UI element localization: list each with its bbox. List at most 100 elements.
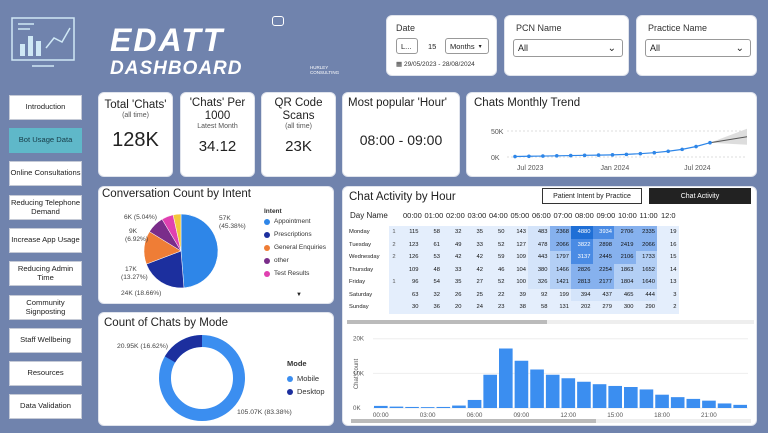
tab-chat-activity[interactable]: Chat Activity xyxy=(649,188,751,204)
nav-button-staff-wellbeing[interactable]: Staff Wellbeing xyxy=(9,328,82,353)
kpi-title: Total 'Chats' xyxy=(104,99,167,111)
heat-cell: 437 xyxy=(592,288,614,301)
bar[interactable] xyxy=(374,405,388,408)
pcn-filter: PCN Name All ⌄ xyxy=(504,15,629,76)
heat-cell: 15 xyxy=(657,251,679,264)
practice-filter-label: Practice Name xyxy=(648,23,708,33)
nav-button-increase-app-usage[interactable]: Increase App Usage xyxy=(9,228,82,253)
practice-select[interactable]: All ⌄ xyxy=(645,39,751,57)
heat-cell: 33 xyxy=(463,238,485,251)
bar[interactable] xyxy=(514,360,529,408)
pcn-select[interactable]: All ⌄ xyxy=(513,39,623,57)
kpi-total-chats: Total 'Chats' (all time) 128K xyxy=(98,92,173,177)
heatmap-scrollbar[interactable] xyxy=(347,320,754,324)
legend-item[interactable]: Test Results xyxy=(264,270,309,277)
data-point[interactable] xyxy=(666,149,671,154)
date-number-input[interactable]: 15 xyxy=(424,38,442,54)
bar[interactable] xyxy=(499,348,513,409)
data-point[interactable] xyxy=(582,153,587,158)
data-point[interactable] xyxy=(513,154,517,159)
data-point[interactable] xyxy=(554,154,559,158)
date-unit-select[interactable]: Months ▾ xyxy=(445,38,489,54)
pie-slice[interactable] xyxy=(146,250,185,289)
bar[interactable] xyxy=(717,403,732,408)
legend-item[interactable]: General Enquiries xyxy=(264,244,326,251)
bar[interactable] xyxy=(733,404,747,408)
legend-item[interactable]: Mobile xyxy=(287,374,319,383)
heat-cell: 2 xyxy=(389,238,399,251)
bar[interactable] xyxy=(702,400,716,408)
bar[interactable] xyxy=(452,405,466,408)
x-tick-label: 06:00 xyxy=(467,412,483,419)
bar[interactable] xyxy=(389,406,404,408)
bar[interactable] xyxy=(670,397,685,408)
bar[interactable] xyxy=(577,381,591,408)
nav-button-reducing-admin-time[interactable]: Reducing Admin Time xyxy=(9,261,82,286)
date-mode-select[interactable]: L... xyxy=(396,38,418,54)
bar[interactable] xyxy=(608,385,622,408)
bar[interactable] xyxy=(483,374,497,408)
nav-button-resources[interactable]: Resources xyxy=(9,361,82,386)
bar[interactable] xyxy=(561,378,576,408)
data-point[interactable] xyxy=(610,153,615,157)
bar[interactable] xyxy=(436,406,451,408)
nav-button-introduction[interactable]: Introduction xyxy=(9,95,82,120)
legend-item[interactable]: Appointment xyxy=(264,218,311,225)
bar-scrollbar[interactable] xyxy=(351,419,751,423)
heat-cell: 3 xyxy=(657,288,679,301)
tab-patient-intent[interactable]: Patient Intent by Practice xyxy=(542,188,642,204)
heat-cell: 46 xyxy=(485,263,507,276)
data-point[interactable] xyxy=(624,152,629,157)
legend-label: Desktop xyxy=(297,387,325,396)
bar[interactable] xyxy=(420,407,435,408)
nav-button-bot-usage-data[interactable]: Bot Usage Data xyxy=(9,128,82,153)
heat-cell: 1733 xyxy=(635,251,657,264)
bar[interactable] xyxy=(405,406,419,408)
x-tick-label: 09:00 xyxy=(514,412,530,419)
heat-cell: 478 xyxy=(528,238,550,251)
hour-column-header: 11:00 xyxy=(639,211,658,220)
legend-item[interactable]: other xyxy=(264,257,289,264)
heat-cell: 123 xyxy=(399,238,421,251)
nav-button-online-consultations[interactable]: Online Consultations xyxy=(9,161,82,186)
nav-button-community-signposting[interactable]: Community Signposting xyxy=(9,295,82,320)
heat-cell: 20 xyxy=(442,301,464,314)
data-point[interactable] xyxy=(596,153,601,157)
data-point[interactable] xyxy=(527,154,531,159)
donut-slice-desktop[interactable] xyxy=(164,335,203,363)
day-cell: Friday xyxy=(347,276,389,289)
heat-cell: 1 xyxy=(389,226,399,239)
legend-item[interactable]: Prescriptions xyxy=(264,231,312,238)
nav-button-reducing-telephone-demand[interactable]: Reducing Telephone Demand xyxy=(9,195,82,220)
heat-cell: 30 xyxy=(399,301,421,314)
chevron-down-icon: ▾ xyxy=(478,43,482,50)
data-point[interactable] xyxy=(680,147,684,152)
bar[interactable] xyxy=(686,398,701,408)
bar[interactable] xyxy=(530,369,544,409)
scroll-down-icon[interactable]: ▼ xyxy=(296,292,302,298)
mode-card: Count of Chats by Mode 20.95K (16.62%) 10… xyxy=(98,312,334,426)
heat-cell: 25 xyxy=(463,288,485,301)
data-point[interactable] xyxy=(652,150,657,155)
heat-cell: 2066 xyxy=(549,238,571,251)
bar[interactable] xyxy=(655,394,669,408)
day-header: Day Name xyxy=(350,211,388,220)
data-point[interactable] xyxy=(541,154,545,158)
bar[interactable] xyxy=(639,389,654,408)
legend-label: Appointment xyxy=(274,218,311,225)
heat-cell: 32 xyxy=(420,288,442,301)
hour-column-header: 08:00 xyxy=(575,211,594,220)
bar[interactable] xyxy=(624,387,638,408)
data-point[interactable] xyxy=(694,144,698,149)
data-label: 57K xyxy=(219,215,231,222)
bar[interactable] xyxy=(545,374,560,408)
pie-slice[interactable] xyxy=(180,213,219,289)
pie-slice[interactable] xyxy=(172,213,182,252)
bar[interactable] xyxy=(592,384,607,408)
nav-button-data-validation[interactable]: Data Validation xyxy=(9,394,82,419)
data-point[interactable] xyxy=(708,140,712,145)
data-point[interactable] xyxy=(638,151,643,156)
data-point[interactable] xyxy=(568,153,573,158)
bar[interactable] xyxy=(467,399,482,408)
legend-item[interactable]: Desktop xyxy=(287,387,325,396)
